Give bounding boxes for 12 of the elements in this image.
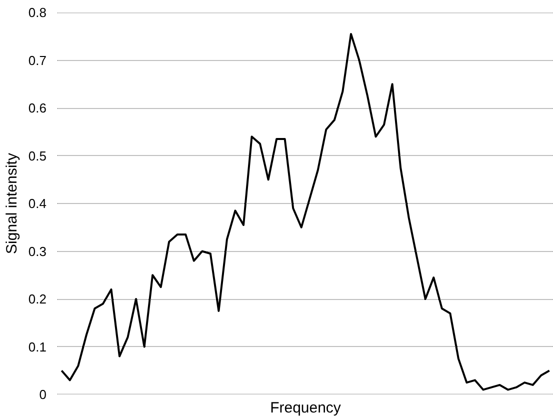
y-tick-label: 0.6 (28, 100, 47, 116)
y-tick-label: 0.3 (28, 244, 47, 259)
y-tick-label: 0.8 (28, 5, 47, 20)
y-tick-label: 0.2 (28, 292, 47, 306)
line-series (60, 32, 550, 391)
y-tick-label: 0 (39, 387, 47, 402)
y-tick-label: 0.1 (28, 339, 47, 354)
y-tick-label: 0.7 (28, 52, 47, 68)
y-axis-title: Signal intensity (3, 152, 20, 254)
y-tick-label: 0.5 (28, 148, 47, 164)
x-axis-title: Frequency (270, 400, 342, 416)
y-tick-label: 0.4 (28, 196, 47, 211)
